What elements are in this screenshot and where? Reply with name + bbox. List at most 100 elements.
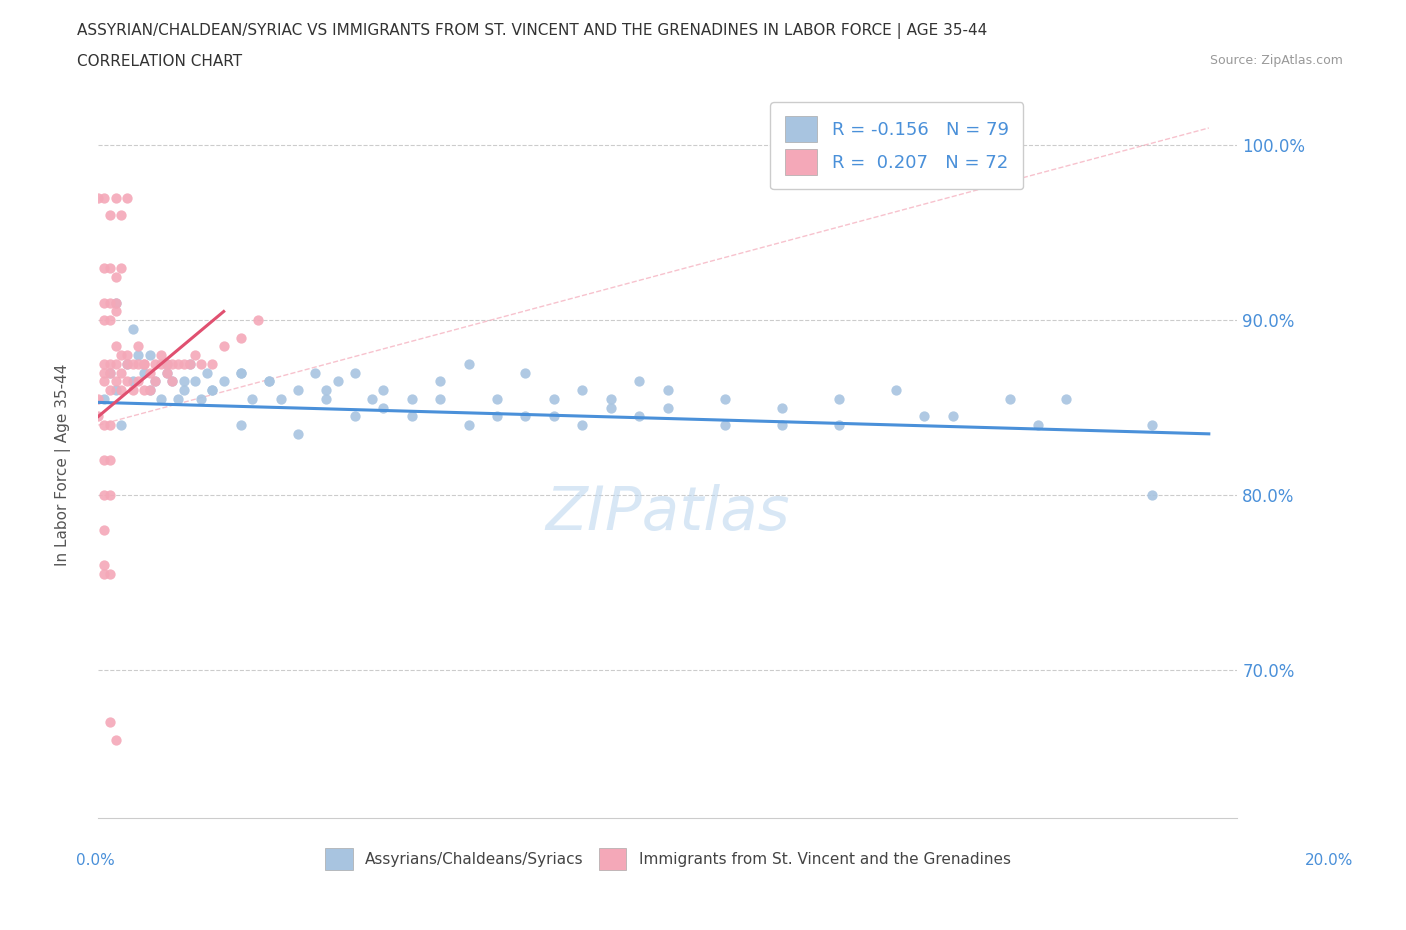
Point	[304, 365, 326, 380]
Point	[98, 487, 121, 502]
Point	[115, 356, 138, 371]
Point	[600, 400, 623, 415]
Point	[93, 191, 115, 206]
Point	[429, 374, 451, 389]
Point	[571, 383, 593, 398]
Point	[87, 191, 110, 206]
Point	[373, 400, 395, 415]
Point	[167, 392, 190, 406]
Point	[259, 374, 281, 389]
Point	[93, 453, 115, 468]
Point	[104, 374, 127, 389]
Point	[132, 365, 155, 380]
Point	[93, 260, 115, 275]
Point	[287, 427, 309, 442]
Point	[173, 383, 195, 398]
Point	[212, 339, 235, 354]
Point	[104, 732, 127, 747]
Point	[343, 365, 366, 380]
Point	[657, 400, 679, 415]
Point	[93, 374, 115, 389]
Point	[104, 269, 127, 284]
Point	[138, 383, 160, 398]
Point	[770, 418, 793, 432]
Point	[104, 191, 127, 206]
Point	[828, 392, 851, 406]
Point	[98, 296, 121, 311]
Point	[115, 374, 138, 389]
Point	[543, 392, 565, 406]
Point	[1140, 487, 1163, 502]
Point	[110, 418, 132, 432]
Point	[912, 409, 935, 424]
Point	[93, 296, 115, 311]
Point	[173, 374, 195, 389]
Point	[190, 392, 212, 406]
Point	[145, 374, 167, 389]
Point	[104, 304, 127, 319]
Text: 20.0%: 20.0%	[1305, 853, 1353, 868]
Point	[115, 191, 138, 206]
Point	[104, 383, 127, 398]
Point	[543, 409, 565, 424]
Point	[628, 409, 651, 424]
Point	[93, 566, 115, 581]
Point	[132, 356, 155, 371]
Point	[201, 383, 224, 398]
Point	[195, 365, 218, 380]
Point	[486, 392, 509, 406]
Point	[145, 356, 167, 371]
Point	[93, 312, 115, 327]
Text: In Labor Force | Age 35-44: In Labor Force | Age 35-44	[55, 364, 72, 566]
Point	[457, 418, 479, 432]
Point	[121, 383, 143, 398]
Point	[127, 348, 149, 363]
Point	[127, 339, 149, 354]
Point	[884, 383, 907, 398]
Point	[138, 365, 160, 380]
Point	[201, 356, 224, 371]
Point	[212, 374, 235, 389]
Point	[93, 356, 115, 371]
Point	[98, 566, 121, 581]
Point	[156, 365, 179, 380]
Point	[98, 453, 121, 468]
Point	[93, 392, 115, 406]
Point	[132, 383, 155, 398]
Point	[315, 383, 337, 398]
Point	[98, 260, 121, 275]
Point	[93, 487, 115, 502]
Point	[229, 418, 252, 432]
Point	[150, 356, 173, 371]
Point	[173, 356, 195, 371]
Point	[93, 557, 115, 572]
Point	[326, 374, 349, 389]
Point	[184, 348, 207, 363]
Point	[190, 356, 212, 371]
Point	[138, 348, 160, 363]
Point	[600, 392, 623, 406]
Point	[229, 330, 252, 345]
Point	[110, 208, 132, 223]
Text: CORRELATION CHART: CORRELATION CHART	[77, 54, 242, 69]
Point	[127, 356, 149, 371]
Point	[145, 374, 167, 389]
Point	[104, 296, 127, 311]
Point	[401, 409, 423, 424]
Point	[93, 365, 115, 380]
Point	[162, 374, 184, 389]
Point	[127, 374, 149, 389]
Point	[150, 348, 173, 363]
Point	[121, 356, 143, 371]
Point	[942, 409, 965, 424]
Point	[115, 348, 138, 363]
Text: ZIPatlas: ZIPatlas	[546, 485, 790, 543]
Point	[201, 383, 224, 398]
Point	[98, 208, 121, 223]
Point	[828, 418, 851, 432]
Point	[373, 383, 395, 398]
Point	[571, 418, 593, 432]
Point	[138, 383, 160, 398]
Point	[246, 312, 269, 327]
Point	[240, 392, 263, 406]
